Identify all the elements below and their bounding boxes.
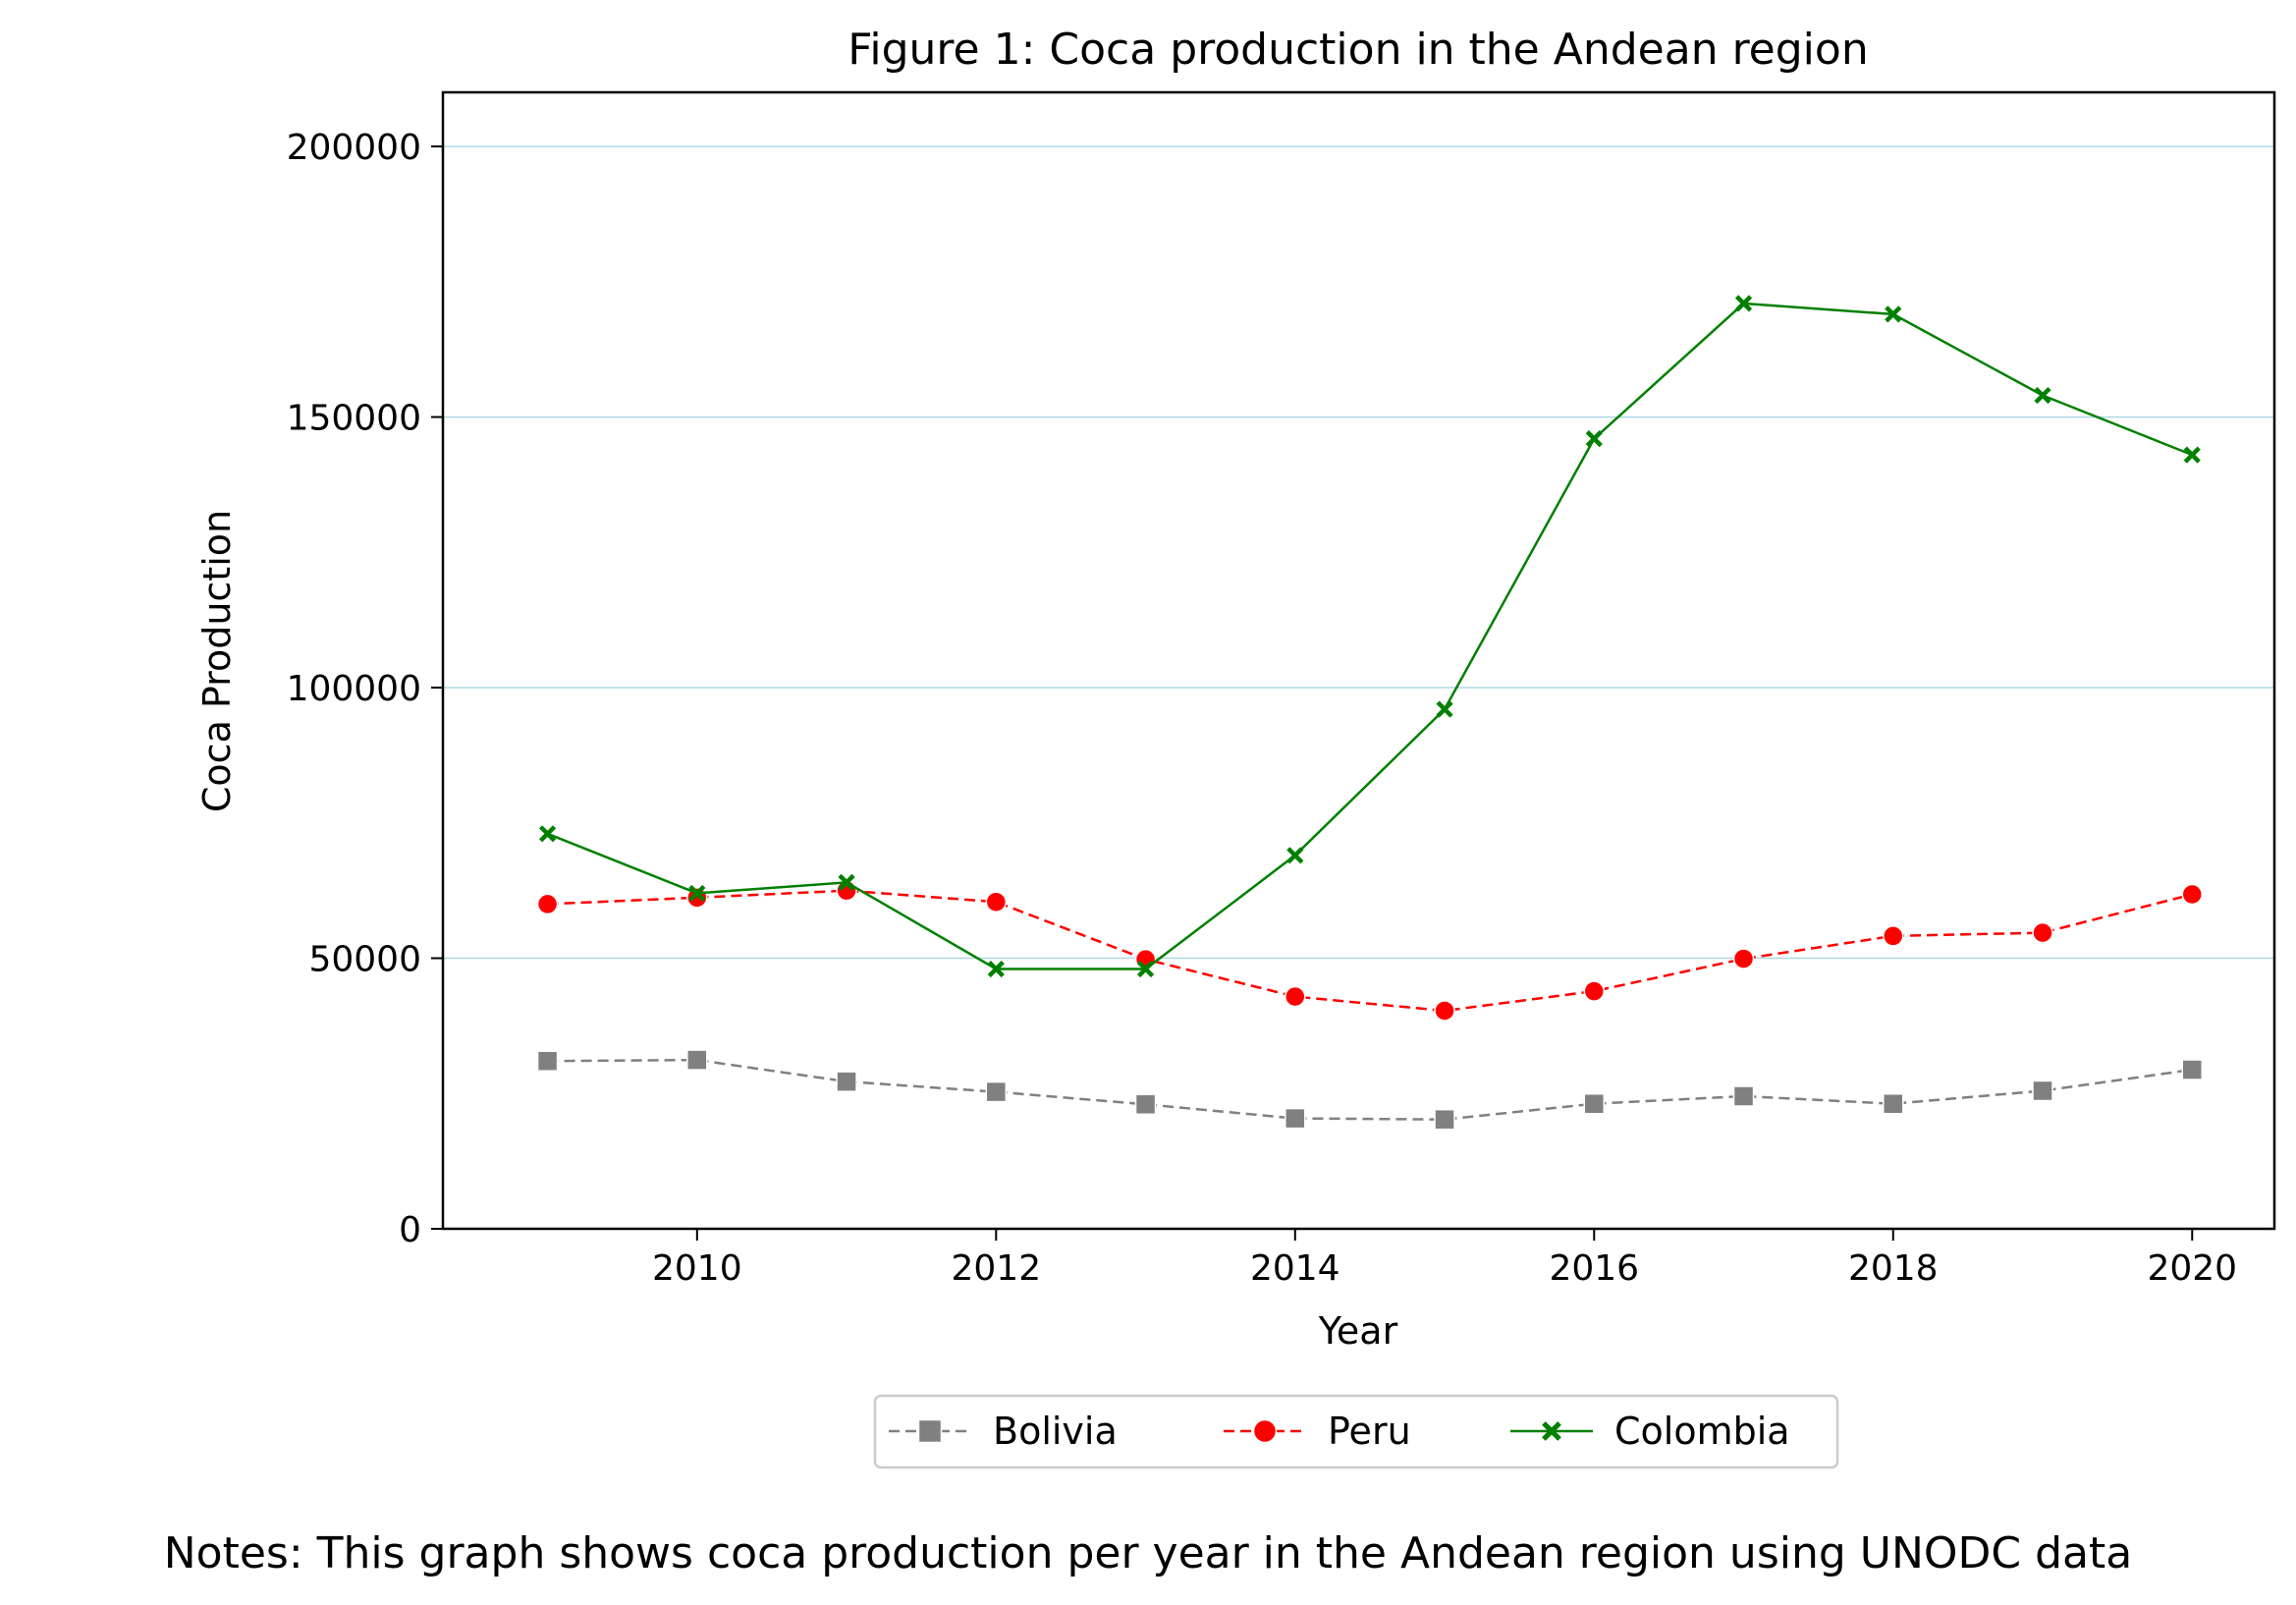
x-tick-label-2012: 2012 xyxy=(951,1248,1041,1289)
legend-marker-bolivia xyxy=(917,1418,943,1444)
point-colombia-2019 xyxy=(2034,386,2051,405)
legend-item-colombia: Colombia xyxy=(1510,1410,1790,1453)
point-bolivia-2016 xyxy=(1583,1092,1606,1115)
series-line-peru xyxy=(547,889,2193,1013)
point-peru-2018 xyxy=(1883,925,1904,947)
point-bolivia-2013 xyxy=(1134,1093,1157,1116)
point-peru-2017 xyxy=(1732,948,1755,969)
x-axis-label: Year xyxy=(1318,1309,1398,1353)
series-colombia xyxy=(538,295,2201,978)
point-bolivia-2017 xyxy=(1732,1085,1755,1107)
point-colombia-2017 xyxy=(1734,295,1753,312)
y-tick-label-200000: 200000 xyxy=(287,128,421,168)
y-tick-label-100000: 100000 xyxy=(287,669,421,709)
point-colombia-2014 xyxy=(1286,847,1304,864)
point-peru-2012 xyxy=(985,891,1008,913)
point-bolivia-2011 xyxy=(836,1071,857,1092)
series-layer xyxy=(536,295,2204,1131)
point-bolivia-2012 xyxy=(985,1080,1008,1103)
point-bolivia-2009 xyxy=(536,1050,559,1072)
point-colombia-2012 xyxy=(987,960,1005,978)
point-bolivia-2014 xyxy=(1285,1107,1306,1130)
x-tick-label-2018: 2018 xyxy=(1848,1248,1939,1289)
x-tick-label-2014: 2014 xyxy=(1250,1248,1340,1289)
legend-marker-colombia xyxy=(1542,1421,1561,1441)
chart-title: Figure 1: Coca production in the Andean … xyxy=(847,25,1868,75)
legend-frame xyxy=(873,1394,1839,1469)
legend-item-peru: Peru xyxy=(1224,1410,1411,1453)
legend-label-colombia: Colombia xyxy=(1614,1410,1790,1453)
y-tick-label-150000: 150000 xyxy=(287,399,421,439)
x-tick-label-2020: 2020 xyxy=(2147,1248,2237,1289)
legend: Bolivia Peru Colombia xyxy=(873,1394,1839,1469)
point-bolivia-2015 xyxy=(1434,1108,1455,1131)
point-bolivia-2020 xyxy=(2181,1059,2204,1080)
point-peru-2016 xyxy=(1583,980,1606,1002)
series-peru xyxy=(536,879,2204,1022)
legend-item-bolivia: Bolivia xyxy=(889,1410,1118,1453)
x-tick-label-2016: 2016 xyxy=(1549,1248,1639,1289)
y-axis-label: Coca Production xyxy=(195,510,239,812)
point-colombia-2018 xyxy=(1885,305,1902,323)
point-bolivia-2019 xyxy=(2032,1079,2053,1102)
x-tick-label-2010: 2010 xyxy=(652,1248,742,1289)
plot-frame xyxy=(441,90,2276,1231)
point-peru-2020 xyxy=(2181,883,2204,906)
point-bolivia-2010 xyxy=(686,1049,708,1071)
y-tick-label-0: 0 xyxy=(399,1210,421,1250)
point-colombia-2011 xyxy=(838,873,855,891)
point-colombia-2020 xyxy=(2183,446,2201,464)
point-colombia-2013 xyxy=(1136,960,1155,978)
point-colombia-2016 xyxy=(1585,430,1603,448)
point-peru-2015 xyxy=(1434,1000,1455,1022)
point-bolivia-2018 xyxy=(1883,1092,1904,1115)
point-peru-2009 xyxy=(536,893,559,915)
x-axis-ticks: 2010 2012 2014 2016 2018 2020 xyxy=(652,1229,2237,1289)
series-line-bolivia xyxy=(547,1058,2193,1121)
point-colombia-2015 xyxy=(1436,700,1453,718)
point-colombia-2009 xyxy=(538,825,557,843)
series-bolivia xyxy=(536,1049,2204,1131)
point-peru-2014 xyxy=(1285,985,1306,1008)
gridlines xyxy=(443,145,2274,960)
point-colombia-2010 xyxy=(688,884,706,903)
y-tick-label-50000: 50000 xyxy=(308,940,421,980)
series-line-colombia xyxy=(547,302,2193,970)
y-axis-ticks: 0 50000 100000 150000 200000 xyxy=(287,128,443,1250)
chart-notes: Notes: This graph shows coca production … xyxy=(164,1528,2132,1578)
legend-label-peru: Peru xyxy=(1328,1410,1411,1453)
legend-marker-peru xyxy=(1252,1418,1278,1444)
legend-label-bolivia: Bolivia xyxy=(993,1410,1118,1453)
point-peru-2019 xyxy=(2032,921,2053,944)
